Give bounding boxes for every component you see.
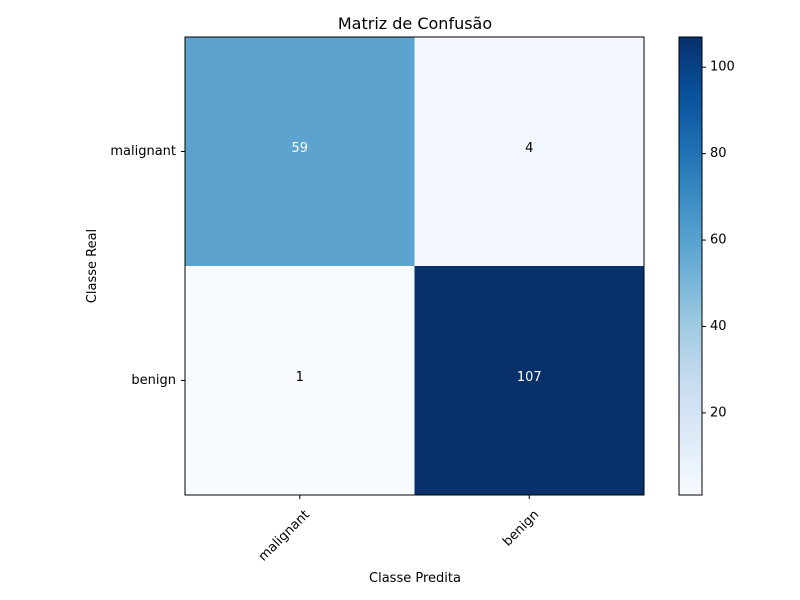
x-axis-ticks: malignant benign xyxy=(256,495,542,564)
chart-title: Matriz de Confusão xyxy=(338,14,492,33)
heatmap-cell xyxy=(185,37,415,267)
colorbar-tick-label: 80 xyxy=(710,146,727,161)
x-tick-label: benign xyxy=(500,507,542,549)
y-axis-ticks: malignant benign xyxy=(110,144,185,388)
heatmap-cell xyxy=(185,266,415,496)
plot-frame xyxy=(184,36,645,496)
y-axis-label: Classe Real xyxy=(85,229,100,303)
heatmap-cell xyxy=(414,266,645,496)
colorbar-tick-label: 20 xyxy=(710,405,727,420)
colorbar-ticks: 20 40 60 80 100 xyxy=(702,60,735,420)
heatmap-cell xyxy=(414,37,645,267)
colorbar-tick-label: 60 xyxy=(710,233,727,248)
cell-value-label: 59 xyxy=(291,141,308,156)
colorbar-tick-label: 40 xyxy=(710,319,727,334)
cell-value-label: 107 xyxy=(517,370,542,385)
colorbar-tick-label: 100 xyxy=(710,60,735,75)
colorbar: 20 40 60 80 100 xyxy=(678,36,735,496)
x-tick-label: malignant xyxy=(256,507,313,564)
x-axis-label: Classe Predita xyxy=(369,571,461,586)
cell-value-label: 4 xyxy=(525,141,533,156)
heatmap-cells: 59 4 1 107 xyxy=(185,37,645,496)
cell-value-label: 1 xyxy=(296,370,304,385)
y-tick-label: benign xyxy=(131,373,176,388)
colorbar-gradient xyxy=(678,36,703,496)
y-tick-label: malignant xyxy=(110,144,176,159)
